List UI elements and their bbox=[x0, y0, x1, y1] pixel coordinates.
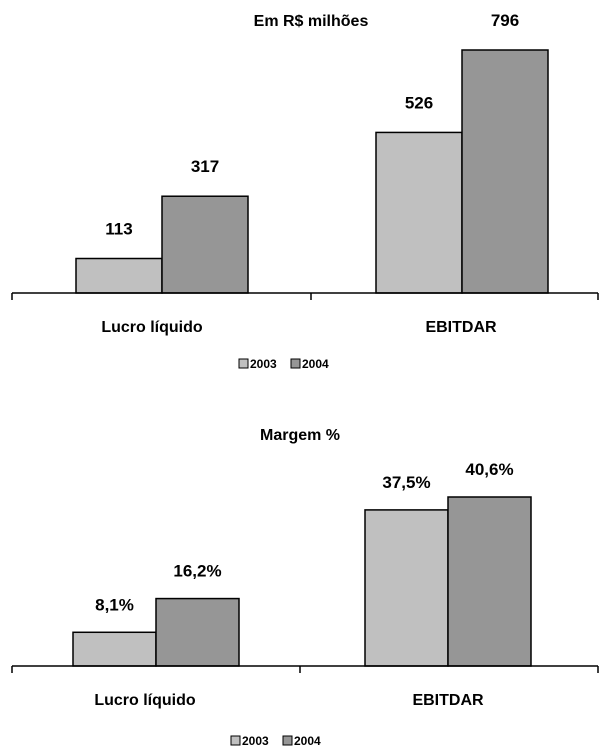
data-label: 37,5% bbox=[382, 473, 430, 492]
chart-title: Margem % bbox=[260, 427, 340, 444]
bar-2004-ebitdar bbox=[461, 49, 549, 294]
legend-swatch-2004 bbox=[282, 735, 293, 746]
category-label: Lucro líquido bbox=[94, 692, 196, 709]
category-label: EBITDAR bbox=[412, 692, 484, 709]
data-label: 317 bbox=[191, 157, 219, 176]
bar-2004-lucro-liquido bbox=[161, 195, 249, 294]
legend-swatch-2003 bbox=[230, 735, 241, 746]
data-label: 8,1% bbox=[95, 595, 134, 614]
bar-2004-lucro-liquido bbox=[155, 597, 240, 667]
category-label: Lucro líquido bbox=[101, 319, 203, 336]
legend-label: 2004 bbox=[302, 357, 329, 371]
data-label: 113 bbox=[105, 220, 132, 239]
chart-margem: Margem % 8,1% 37,5% 16,2% 40,6% Lucro líquid… bbox=[11, 427, 599, 748]
data-label: 16,2% bbox=[173, 562, 221, 581]
data-label: 796 bbox=[491, 11, 519, 30]
legend-label: 2004 bbox=[294, 734, 321, 748]
bar-2003-ebitdar bbox=[364, 509, 449, 667]
chart-title: Em R$ milhões bbox=[254, 13, 369, 30]
bar-2004-ebitdar bbox=[447, 496, 532, 667]
bar-2003-lucro-liquido bbox=[72, 631, 157, 667]
chart-em-milhoes: Em R$ milhões 113 526 317 796 Lucro líquido E… bbox=[11, 11, 599, 371]
legend-swatch-2004 bbox=[290, 358, 301, 369]
bar-2003-ebitdar bbox=[375, 131, 463, 294]
legend-label: 2003 bbox=[242, 734, 269, 748]
legend: 2003 2004 bbox=[238, 357, 329, 371]
legend: 2003 2004 bbox=[230, 734, 321, 748]
data-label: 40,6% bbox=[465, 460, 513, 479]
legend-label: 2003 bbox=[250, 357, 277, 371]
category-label: EBITDAR bbox=[425, 319, 497, 336]
data-label: 526 bbox=[405, 93, 433, 112]
bar-2003-lucro-liquido bbox=[75, 257, 163, 294]
legend-swatch-2003 bbox=[238, 358, 249, 369]
